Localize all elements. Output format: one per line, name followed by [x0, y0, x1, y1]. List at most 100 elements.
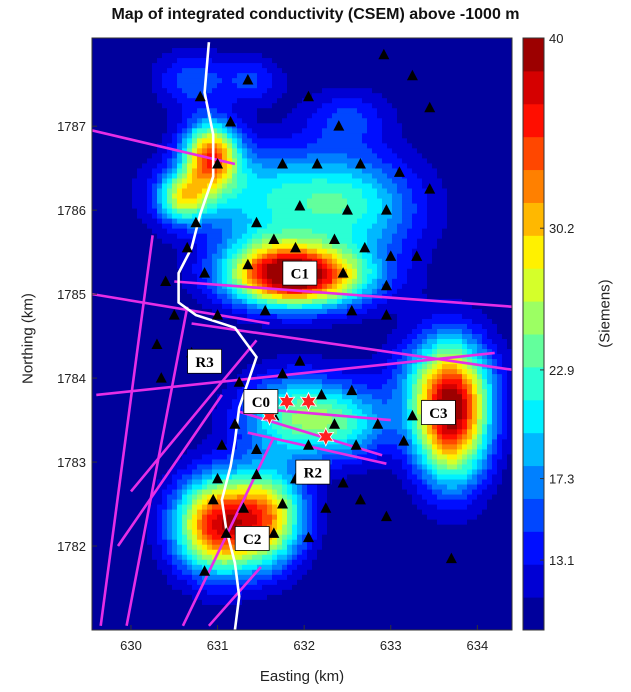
heat-cell — [117, 123, 123, 129]
heat-cell — [127, 183, 133, 190]
heat-cell — [122, 624, 128, 630]
heat-cell — [97, 554, 103, 561]
heat-cell — [192, 374, 198, 380]
heat-cell — [157, 434, 163, 440]
heat-cell — [222, 323, 228, 330]
heat-cell — [172, 484, 178, 491]
heat-cell — [142, 53, 148, 59]
heat-cell — [282, 449, 288, 456]
heat-cell — [117, 589, 123, 596]
heat-cell — [192, 43, 198, 49]
heat-cell — [222, 399, 228, 405]
heat-cell — [247, 419, 253, 425]
heat-cell — [292, 419, 298, 425]
heat-cell — [182, 53, 188, 59]
heat-cell — [127, 323, 133, 330]
heat-cell — [192, 158, 198, 165]
heat-cell — [242, 318, 248, 325]
heat-cell — [97, 434, 103, 440]
heat-cell — [202, 118, 208, 124]
heat-cell — [177, 208, 183, 215]
heat-cell — [97, 599, 103, 606]
heat-cell — [97, 484, 103, 491]
heat-cell — [162, 509, 168, 516]
heat-cell — [192, 344, 198, 350]
heat-cell — [297, 48, 303, 54]
heat-cell — [137, 208, 143, 215]
heat-cell — [287, 469, 293, 476]
heat-cell — [137, 58, 143, 64]
heat-cell — [277, 404, 283, 410]
heat-cell — [102, 38, 108, 44]
heat-cell — [217, 298, 223, 305]
heat-cell — [177, 499, 183, 506]
heat-cell — [282, 73, 288, 79]
heat-cell — [237, 599, 243, 606]
heat-cell — [122, 93, 128, 99]
heat-cell — [252, 273, 258, 280]
heat-cell — [262, 349, 268, 355]
heat-cell — [197, 399, 203, 405]
heat-cell — [152, 364, 158, 370]
heat-cell — [302, 53, 308, 59]
heat-cell — [172, 153, 178, 160]
heat-cell — [287, 559, 293, 566]
heat-cell — [132, 213, 138, 220]
heat-cell — [187, 474, 193, 481]
heat-cell — [137, 213, 143, 220]
heat-cell — [172, 389, 178, 395]
heat-cell — [177, 509, 183, 516]
heat-cell — [197, 243, 203, 250]
heat-cell — [167, 278, 173, 285]
heat-cell — [232, 409, 238, 415]
heat-cell — [257, 339, 263, 345]
heat-cell — [107, 118, 113, 124]
heat-cell — [137, 178, 143, 185]
heat-cell — [102, 278, 108, 285]
heat-cell — [187, 584, 193, 591]
heat-cell — [247, 158, 253, 165]
heat-cell — [287, 168, 293, 175]
heat-cell — [182, 354, 188, 360]
heat-cell — [272, 454, 278, 461]
heat-cell — [282, 424, 288, 430]
heat-cell — [147, 399, 153, 405]
heat-cell — [127, 364, 133, 370]
heat-cell — [92, 619, 98, 626]
heat-cell — [222, 148, 228, 154]
heat-cell — [177, 494, 183, 501]
heat-cell — [172, 594, 178, 601]
heat-cell — [102, 43, 108, 49]
heat-cell — [287, 303, 293, 310]
heat-cell — [142, 454, 148, 461]
heat-cell — [182, 48, 188, 54]
heat-cell — [297, 193, 303, 200]
heat-cell — [197, 564, 203, 571]
heat-cell — [162, 133, 168, 139]
heat-cell — [137, 268, 143, 275]
heat-cell — [177, 379, 183, 385]
heat-cell — [172, 549, 178, 556]
heat-cell — [232, 133, 238, 139]
heat-cell — [107, 624, 113, 630]
heat-cell — [122, 339, 128, 345]
heat-cell — [147, 389, 153, 395]
heat-cell — [177, 243, 183, 250]
heat-cell — [282, 283, 288, 290]
heat-cell — [177, 228, 183, 235]
heat-cell — [177, 464, 183, 471]
heat-cell — [272, 484, 278, 491]
heat-cell — [127, 163, 133, 170]
heat-cell — [257, 509, 263, 516]
heat-cell — [107, 278, 113, 285]
heat-cell — [287, 414, 293, 420]
heat-cell — [237, 158, 243, 165]
heat-cell — [122, 529, 128, 536]
heat-cell — [152, 594, 158, 601]
heat-cell — [222, 208, 228, 215]
heat-cell — [217, 414, 223, 420]
heat-cell — [287, 389, 293, 395]
heat-cell — [117, 68, 123, 74]
heat-cell — [142, 554, 148, 561]
heat-cell — [92, 58, 98, 64]
